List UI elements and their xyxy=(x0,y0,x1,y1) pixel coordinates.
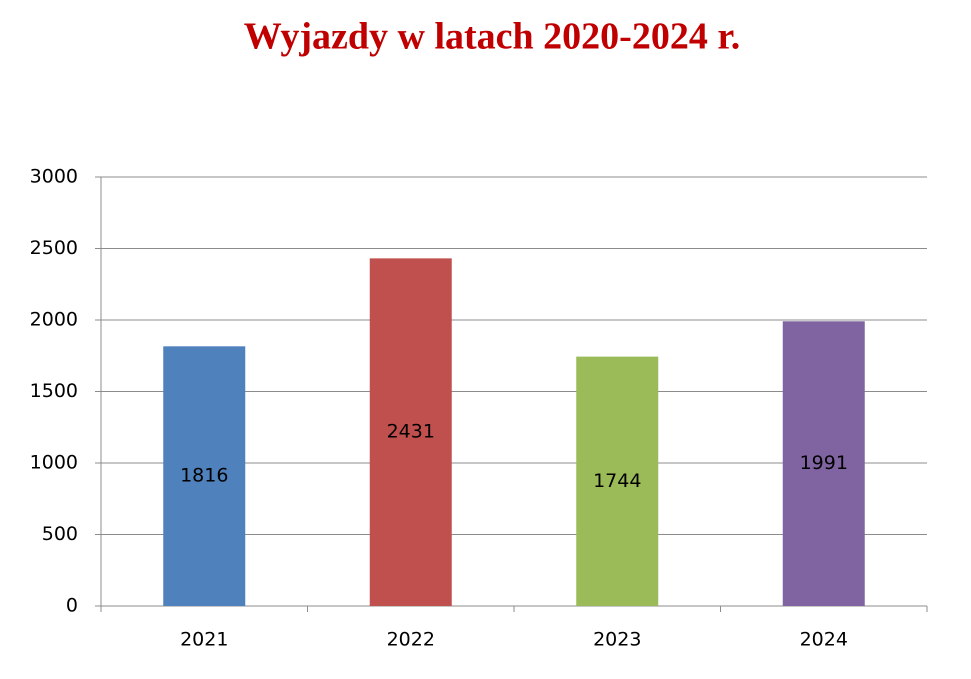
data-label: 1744 xyxy=(593,470,641,492)
y-tick-label: 2500 xyxy=(30,237,78,259)
bar xyxy=(782,321,865,606)
chart-title: Wyjazdy w latach 2020-2024 r. xyxy=(244,16,740,58)
x-tick-label: 2022 xyxy=(387,629,435,651)
bar xyxy=(576,356,659,606)
y-tick-label: 0 xyxy=(66,595,78,617)
y-tick-label: 1500 xyxy=(30,380,78,402)
y-tick-label: 2000 xyxy=(30,309,78,331)
y-tick-label: 3000 xyxy=(30,166,78,188)
x-tick-label: 2024 xyxy=(800,629,848,651)
x-tick-label: 2023 xyxy=(593,629,641,651)
data-label: 2431 xyxy=(387,421,435,443)
data-label: 1816 xyxy=(180,465,228,487)
bar xyxy=(163,346,246,606)
y-tick-label: 500 xyxy=(42,523,78,545)
y-tick-label: 1000 xyxy=(30,452,78,474)
data-label: 1991 xyxy=(800,452,848,474)
x-tick-label: 2021 xyxy=(180,629,228,651)
bar xyxy=(369,258,452,606)
